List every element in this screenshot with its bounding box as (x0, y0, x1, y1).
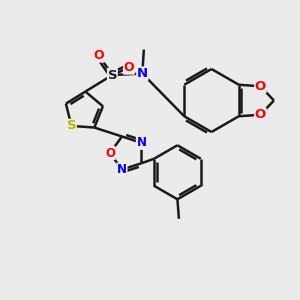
Text: O: O (124, 61, 134, 74)
Text: O: O (105, 146, 115, 160)
Text: N: N (136, 136, 146, 149)
Text: O: O (255, 80, 266, 93)
Text: S: S (67, 119, 76, 132)
Text: N: N (137, 67, 148, 80)
Text: O: O (94, 49, 104, 62)
Text: S: S (107, 68, 117, 82)
Text: N: N (117, 163, 127, 176)
Text: O: O (255, 108, 266, 121)
